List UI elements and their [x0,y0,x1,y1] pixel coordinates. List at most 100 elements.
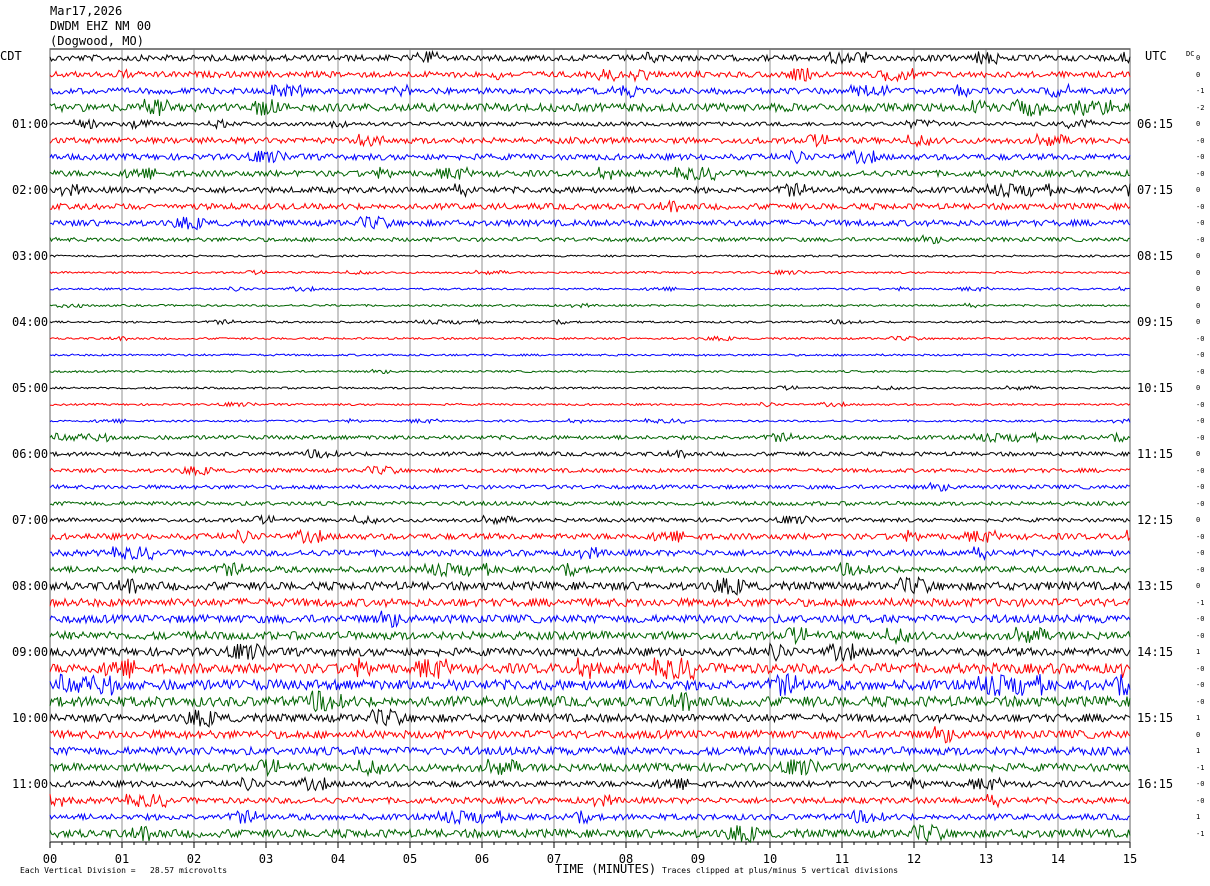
dc-offset-value: 0 [1196,120,1201,128]
seismic-trace [49,626,1131,646]
seismic-trace [49,417,1131,425]
right-hour-label: 12:15 [1137,513,1174,527]
seismic-trace [49,642,1131,662]
seismic-trace [49,481,1131,492]
right-hour-label: 11:15 [1137,447,1174,461]
seismic-trace [49,132,1131,148]
x-axis-label: TIME (MINUTES) [555,862,657,876]
dc-offset-value: -0 [1196,780,1205,788]
seismic-trace [49,546,1131,561]
dc-offset-value: -1 [1196,598,1205,607]
left-hour-label: 11:00 [12,777,49,791]
dc-offset-value: -0 [1196,202,1205,211]
dc-offset-value: 0 [1196,268,1201,277]
dc-offset-value: 1 [1196,747,1201,755]
right-hour-label: 09:15 [1137,315,1174,329]
seismic-trace [49,285,1131,293]
seismic-trace [49,98,1131,117]
seismic-trace [49,182,1131,199]
seismic-trace [49,49,1131,66]
seismic-trace [49,368,1131,375]
dc-offset-value: -0 [1196,136,1205,145]
seismic-trace [49,269,1131,276]
seismic-trace [49,384,1131,391]
seismic-trace [49,149,1131,165]
left-hour-label: 08:00 [12,579,49,593]
seismic-trace [49,561,1131,578]
seismic-trace [49,596,1131,609]
dc-offset-value: 0 [1196,70,1201,79]
x-tick-label: 01 [114,852,130,866]
dc-offset-value: -0 [1196,433,1205,442]
dc-offset-value: -1 [1196,763,1205,772]
dc-offset-value: 1 [1196,714,1201,722]
left-hour-label: 07:00 [12,513,49,527]
left-hour-label: 10:00 [12,711,49,725]
seismic-trace [49,448,1131,460]
dc-offset-value: 0 [1196,285,1201,293]
seismic-trace [49,657,1131,682]
seismic-trace [49,431,1131,444]
dc-offset-value: 1 [1196,813,1201,821]
dc-offset-value: -0 [1196,417,1205,425]
seismic-trace [49,254,1130,258]
right-hour-label: 10:15 [1137,381,1174,395]
dc-offset-value: 0 [1196,54,1201,62]
dc-offset-value: -0 [1196,565,1205,574]
dc-offset-value: -0 [1196,466,1205,475]
seismic-trace [49,776,1131,792]
dc-offset-value: 0 [1196,186,1201,194]
left-hour-label: 02:00 [12,183,49,197]
dc-offset-value: 0 [1196,252,1201,260]
seismic-trace [49,67,1131,83]
dc-offset-value: -0 [1196,219,1205,227]
right-hour-label: 14:15 [1137,645,1174,659]
dc-offset-value: 0 [1196,582,1201,590]
dc-offset-value: 0 [1196,516,1201,524]
left-hour-label: 05:00 [12,381,49,395]
header-station: DWDM EHZ NM 00 [50,19,152,33]
dc-offset-value: -0 [1196,400,1205,409]
seismic-trace [49,500,1131,507]
seismic-trace [49,335,1131,342]
dc-offset-value: -0 [1196,681,1205,689]
dc-offset-value: -0 [1196,697,1205,706]
right-hour-label: 07:15 [1137,183,1174,197]
dc-offset-value: -0 [1196,615,1205,623]
seismic-trace [49,707,1131,728]
left-hour-label: 03:00 [12,249,49,263]
seismic-trace [49,726,1131,744]
dc-offset-value: -1 [1196,87,1205,95]
seismic-trace [49,793,1131,809]
right-hour-label: 15:15 [1137,711,1174,725]
seismic-trace [49,514,1131,526]
seismic-trace [49,745,1131,757]
dc-offset-value: -0 [1196,532,1205,541]
dc-offset-value: 1 [1196,648,1201,656]
x-tick-label: 12 [906,852,922,866]
dc-offset-value: -0 [1196,664,1205,673]
left-timezone-label: CDT [0,49,22,63]
seismic-trace [49,165,1131,182]
dc-offset-value: -1 [1196,829,1205,838]
seismic-trace [49,118,1131,131]
x-tick-label: 04 [330,852,346,866]
dc-offset-value: -0 [1196,153,1205,161]
x-tick-label: 07 [546,852,562,866]
x-tick-label: 09 [690,852,706,866]
x-tick-label: 03 [258,852,274,866]
left-hour-label: 01:00 [12,117,49,131]
dc-offset-value: -0 [1196,549,1205,557]
dc-offset-value: 0 [1196,384,1201,392]
seismic-trace [49,82,1131,99]
dc-offset-value: -0 [1196,169,1205,178]
seismic-trace [49,809,1131,826]
right-timezone-label: UTC [1145,49,1167,63]
left-hour-label: 04:00 [12,315,49,329]
x-tick-label: 15 [1122,852,1138,866]
dc-offset-value: -0 [1196,483,1205,491]
footer-clip-note: Traces clipped at plus/minus 5 vertical … [662,866,899,875]
seismic-trace [49,234,1131,245]
footer-scale-note: Each Vertical Division = 28.57 microvolt… [20,866,228,875]
seismic-trace [49,465,1131,477]
